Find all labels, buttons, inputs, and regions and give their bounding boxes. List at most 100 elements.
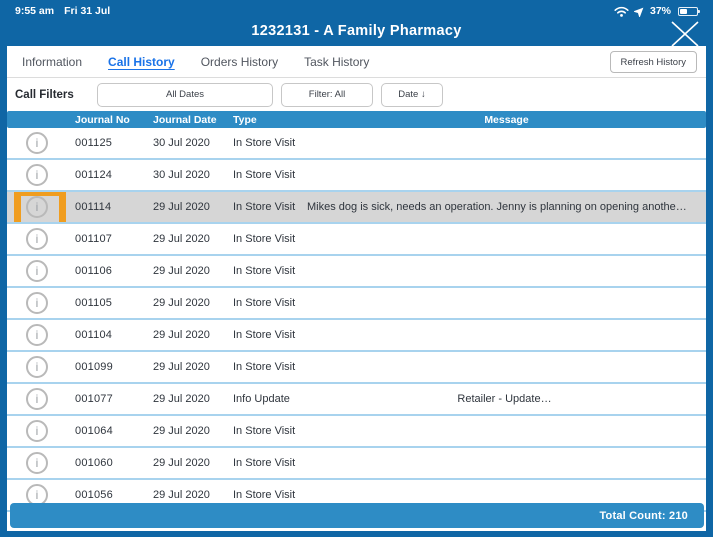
row-icon-cell: i — [7, 448, 67, 478]
sort-by-date-button[interactable]: Date ↓ — [381, 82, 443, 107]
journal-no-cell: 001107 — [75, 233, 113, 245]
row-icon-cell: i — [7, 416, 67, 446]
table-row[interactable]: i 001125 30 Jul 2020 In Store Visit — [7, 128, 706, 160]
type-cell: In Store Visit — [233, 489, 296, 501]
journal-no-cell: 001099 — [75, 361, 113, 373]
journal-date-cell: 30 Jul 2020 — [153, 169, 210, 181]
type-filter-button[interactable]: Filter: All — [281, 82, 373, 107]
row-icon-cell: i — [7, 256, 67, 286]
status-date: Fri 31 Jul — [64, 5, 111, 17]
journal-date-cell: 29 Jul 2020 — [153, 393, 210, 405]
info-icon[interactable]: i — [26, 452, 48, 474]
row-icon-cell: i — [7, 288, 67, 318]
info-icon[interactable]: i — [26, 292, 48, 314]
message-cell: Mikes dog is sick, needs an operation. J… — [307, 201, 687, 213]
column-header-journal-no: Journal No — [75, 113, 130, 126]
tab-orders-history[interactable]: Orders History — [200, 54, 279, 69]
battery-icon — [678, 6, 700, 16]
type-cell: In Store Visit — [233, 425, 296, 437]
type-cell: In Store Visit — [233, 457, 296, 469]
journal-date-cell: 29 Jul 2020 — [153, 425, 210, 437]
status-right: 37% — [614, 5, 700, 17]
content-area: Information Call History Orders History … — [7, 46, 706, 531]
info-icon[interactable]: i — [26, 132, 48, 154]
journal-date-cell: 29 Jul 2020 — [153, 329, 210, 341]
table-body: i 001125 30 Jul 2020 In Store Visit i 00… — [7, 128, 706, 531]
info-icon[interactable]: i — [26, 228, 48, 250]
type-cell: In Store Visit — [233, 297, 296, 309]
type-cell: In Store Visit — [233, 233, 296, 245]
journal-no-cell: 001064 — [75, 425, 113, 437]
total-count-label: Total Count: 210 — [599, 509, 688, 522]
tab-bar: Information Call History Orders History … — [7, 46, 706, 78]
status-left: 9:55 am Fri 31 Jul — [15, 5, 110, 17]
title-bar: 1232131 - A Family Pharmacy — [7, 18, 706, 47]
column-header-message: Message — [484, 113, 529, 126]
battery-percent: 37% — [649, 5, 671, 17]
journal-date-cell: 29 Jul 2020 — [153, 201, 210, 213]
tab-call-history[interactable]: Call History — [108, 54, 175, 69]
info-icon[interactable]: i — [26, 324, 48, 346]
clock-time: 9:55 am — [15, 5, 55, 17]
call-filters-label: Call Filters — [15, 88, 74, 101]
journal-date-cell: 29 Jul 2020 — [153, 233, 210, 245]
row-icon-cell: i — [7, 384, 67, 414]
journal-no-cell: 001060 — [75, 457, 113, 469]
journal-no-cell: 001114 — [75, 201, 112, 213]
total-count-bar: Total Count: 210 — [10, 503, 704, 528]
column-header-journal-date: Journal Date — [153, 113, 217, 126]
table-row[interactable]: i 001060 29 Jul 2020 In Store Visit — [7, 448, 706, 480]
type-cell: In Store Visit — [233, 329, 296, 341]
call-filters-row: Call Filters All Dates Filter: All Date … — [7, 78, 706, 111]
table-row[interactable]: i 001104 29 Jul 2020 In Store Visit — [7, 320, 706, 352]
info-icon[interactable]: i — [26, 196, 48, 218]
table-row[interactable]: i 001077 29 Jul 2020 Info Update Retaile… — [7, 384, 706, 416]
row-icon-cell: i — [7, 320, 67, 350]
row-icon-cell: i — [7, 128, 67, 158]
type-cell: Info Update — [233, 393, 290, 405]
journal-no-cell: 001106 — [75, 265, 113, 277]
journal-no-cell: 001124 — [75, 169, 113, 181]
journal-no-cell: 001125 — [75, 137, 113, 149]
journal-no-cell: 001105 — [75, 297, 113, 309]
table-row[interactable]: i 001124 30 Jul 2020 In Store Visit — [7, 160, 706, 192]
table-row[interactable]: i 001099 29 Jul 2020 In Store Visit — [7, 352, 706, 384]
table-row[interactable]: i 001106 29 Jul 2020 In Store Visit — [7, 256, 706, 288]
row-icon-cell: i — [7, 224, 67, 254]
journal-date-cell: 30 Jul 2020 — [153, 137, 210, 149]
journal-no-cell: 001104 — [75, 329, 113, 341]
wifi-icon — [614, 6, 629, 17]
journal-no-cell: 001056 — [75, 489, 113, 501]
type-cell: In Store Visit — [233, 201, 296, 213]
row-icon-cell: i — [7, 160, 67, 190]
close-icon[interactable] — [669, 21, 701, 47]
table-row[interactable]: i 001105 29 Jul 2020 In Store Visit — [7, 288, 706, 320]
type-cell: In Store Visit — [233, 265, 296, 277]
tab-task-history[interactable]: Task History — [304, 54, 370, 69]
row-icon-cell: i — [7, 352, 67, 382]
info-icon[interactable]: i — [26, 164, 48, 186]
info-icon[interactable]: i — [26, 260, 48, 282]
info-icon[interactable]: i — [26, 388, 48, 410]
row-icon-cell: i — [7, 192, 67, 222]
table-row[interactable]: i 001114 29 Jul 2020 In Store Visit Mike… — [7, 192, 706, 224]
type-cell: In Store Visit — [233, 361, 296, 373]
type-cell: In Store Visit — [233, 169, 296, 181]
table-row[interactable]: i 001064 29 Jul 2020 In Store Visit — [7, 416, 706, 448]
date-range-filter-button[interactable]: All Dates — [97, 82, 273, 107]
type-cell: In Store Visit — [233, 137, 296, 149]
info-icon[interactable]: i — [26, 420, 48, 442]
journal-no-cell: 001077 — [75, 393, 113, 405]
journal-date-cell: 29 Jul 2020 — [153, 361, 210, 373]
journal-date-cell: 29 Jul 2020 — [153, 489, 210, 501]
page-title: 1232131 - A Family Pharmacy — [251, 23, 462, 39]
tab-information[interactable]: Information — [22, 54, 83, 69]
journal-date-cell: 29 Jul 2020 — [153, 297, 210, 309]
info-icon[interactable]: i — [26, 356, 48, 378]
status-bar: 9:55 am Fri 31 Jul 37% — [7, 0, 706, 20]
journal-date-cell: 29 Jul 2020 — [153, 265, 210, 277]
table-row[interactable]: i 001107 29 Jul 2020 In Store Visit — [7, 224, 706, 256]
table-header: Journal No Journal Date Type Message — [7, 111, 706, 128]
refresh-history-button[interactable]: Refresh History — [609, 51, 697, 73]
